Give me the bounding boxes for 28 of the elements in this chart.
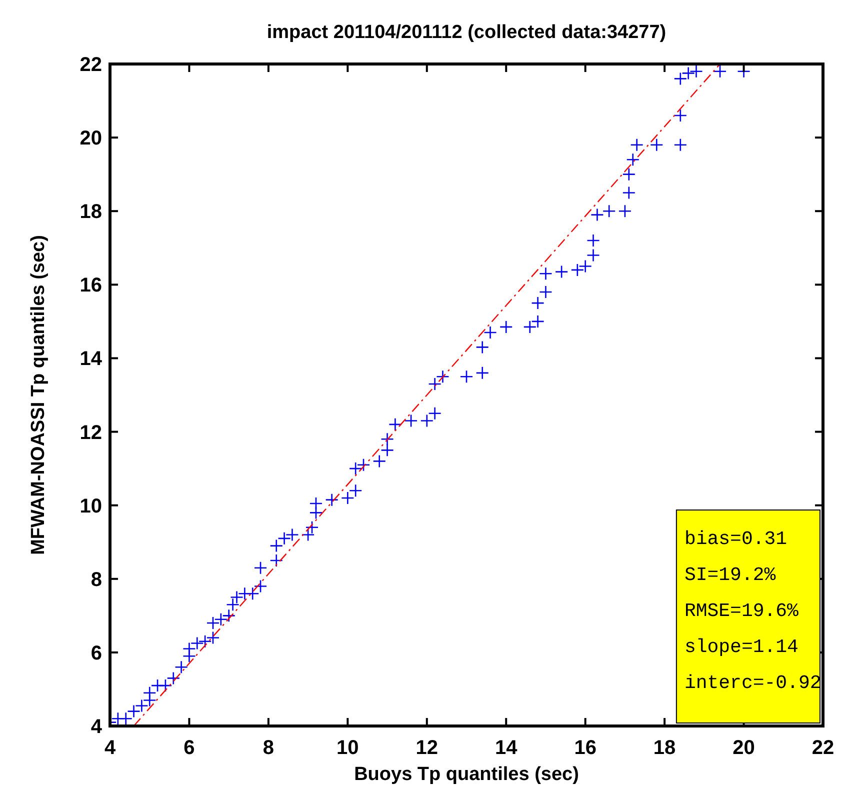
y-tick-label: 20 — [80, 128, 102, 150]
y-tick-label: 18 — [80, 201, 102, 224]
y-tick-label: 12 — [80, 422, 102, 444]
y-axis-title: MFWAM-NOASSI Tp quantiles (sec) — [28, 235, 49, 555]
annotation: SI=19.2% — [684, 564, 776, 586]
x-axis-title: Buoys Tp quantiles (sec) — [354, 764, 579, 785]
y-tick-label: 4 — [90, 716, 103, 738]
y-tick-label: 8 — [90, 568, 102, 591]
x-tick-label: 22 — [812, 737, 834, 759]
annotation: interc=-0.92 — [684, 672, 822, 694]
x-tick-label: 12 — [416, 737, 438, 759]
y-tick-label: 16 — [80, 274, 102, 297]
x-tick-label: 16 — [574, 737, 596, 759]
x-tick-label: 8 — [262, 737, 274, 759]
x-tick-label: 10 — [336, 737, 359, 759]
annotation: bias=0.31 — [684, 528, 788, 550]
annotation: slope=1.14 — [684, 636, 798, 658]
y-tick-label: 6 — [90, 642, 102, 664]
y-tick-label: 10 — [80, 495, 102, 518]
y-tick-label: 22 — [80, 54, 102, 76]
x-tick-label: 18 — [653, 737, 676, 759]
y-tick-label: 14 — [80, 348, 103, 370]
x-tick-label: 4 — [104, 737, 116, 759]
x-tick-label: 20 — [732, 737, 755, 759]
chart-title: impact 201104/201112 (collected data:34277) — [266, 22, 666, 43]
x-tick-label: 14 — [494, 737, 518, 759]
x-tick-label: 6 — [184, 737, 195, 759]
annotation: RMSE=19.6% — [684, 600, 800, 622]
